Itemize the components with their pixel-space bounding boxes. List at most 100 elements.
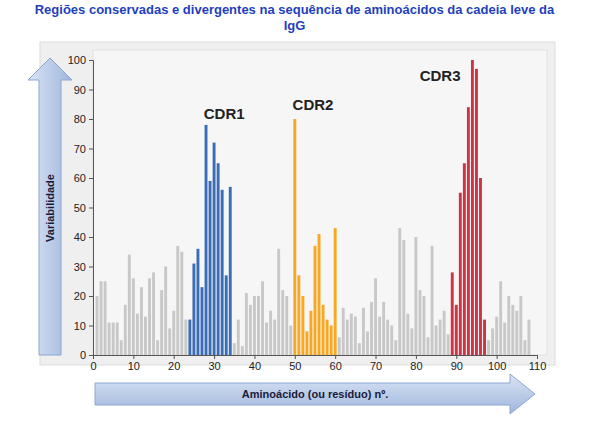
tick: 20 bbox=[74, 290, 93, 302]
tick: 80 bbox=[410, 355, 422, 372]
tick: 110 bbox=[529, 355, 547, 372]
bar bbox=[124, 305, 127, 355]
tick-label: 50 bbox=[74, 202, 86, 214]
tick-label: 60 bbox=[74, 172, 86, 184]
tick-mark bbox=[376, 355, 377, 359]
tick-mark bbox=[416, 355, 417, 359]
bar bbox=[515, 311, 518, 355]
axis-line bbox=[94, 356, 538, 360]
bar bbox=[277, 249, 280, 355]
bar bbox=[176, 246, 179, 355]
bar bbox=[342, 308, 345, 355]
tick-label: 10 bbox=[128, 360, 140, 372]
bar bbox=[168, 328, 171, 355]
tick-label: 90 bbox=[451, 360, 463, 372]
tick-label: 100 bbox=[68, 54, 86, 66]
bar bbox=[257, 296, 260, 355]
bar bbox=[301, 296, 304, 355]
bar bbox=[310, 311, 313, 355]
tick-mark bbox=[89, 90, 93, 91]
bar bbox=[418, 290, 421, 355]
tick-mark bbox=[456, 355, 457, 359]
tick: 10 bbox=[128, 355, 140, 372]
tick-label: 40 bbox=[74, 231, 86, 243]
bar bbox=[285, 296, 288, 355]
tick-label: 50 bbox=[289, 360, 301, 372]
tick: 70 bbox=[74, 143, 93, 155]
bar bbox=[414, 237, 417, 355]
bar bbox=[435, 326, 438, 356]
bar bbox=[350, 314, 353, 355]
tick-label: 20 bbox=[168, 360, 180, 372]
bar bbox=[523, 340, 526, 355]
bar bbox=[205, 125, 208, 355]
bar bbox=[378, 317, 381, 355]
bar bbox=[305, 331, 308, 355]
tick-label: 70 bbox=[370, 360, 382, 372]
bar bbox=[326, 320, 329, 355]
y-axis: 0102030405060708090100 bbox=[68, 54, 94, 361]
bar bbox=[519, 296, 522, 355]
bar bbox=[334, 228, 337, 355]
bar bbox=[241, 346, 244, 355]
bar bbox=[164, 267, 167, 356]
bar bbox=[318, 234, 321, 355]
tick-mark bbox=[89, 178, 93, 179]
tick-mark bbox=[93, 355, 94, 359]
bar bbox=[491, 328, 494, 355]
bar bbox=[410, 328, 413, 355]
tick-label: 110 bbox=[529, 360, 547, 372]
tick-mark bbox=[254, 355, 255, 359]
bar bbox=[116, 323, 119, 355]
bar bbox=[459, 193, 462, 355]
bar bbox=[527, 320, 530, 355]
bar bbox=[479, 178, 482, 355]
tick-mark bbox=[335, 355, 336, 359]
tick: 100 bbox=[488, 355, 506, 372]
bar bbox=[394, 340, 397, 355]
bar bbox=[104, 281, 107, 355]
bar bbox=[475, 69, 478, 355]
bar bbox=[265, 323, 268, 355]
annotation: CDR3 bbox=[420, 67, 461, 84]
bar bbox=[366, 331, 369, 355]
bar bbox=[128, 255, 131, 355]
bar bbox=[213, 143, 216, 355]
bar bbox=[455, 305, 458, 355]
bar bbox=[108, 323, 111, 355]
bar bbox=[406, 314, 409, 355]
bar bbox=[221, 190, 224, 355]
tick: 40 bbox=[74, 231, 93, 243]
tick: 80 bbox=[74, 113, 93, 125]
bar bbox=[511, 305, 514, 355]
tick-label: 40 bbox=[249, 360, 261, 372]
tick-mark bbox=[89, 267, 93, 268]
plot-background bbox=[93, 50, 547, 355]
tick-label: 90 bbox=[74, 84, 86, 96]
bar bbox=[237, 320, 240, 355]
tick: 30 bbox=[208, 355, 220, 372]
tick: 90 bbox=[74, 84, 93, 96]
plot-panel bbox=[40, 42, 555, 365]
bar bbox=[160, 290, 163, 355]
bar bbox=[423, 296, 426, 355]
bar bbox=[192, 264, 195, 355]
bars bbox=[96, 60, 531, 355]
bar bbox=[314, 246, 317, 355]
tick: 40 bbox=[249, 355, 261, 372]
bar bbox=[225, 275, 228, 355]
bar bbox=[249, 305, 252, 355]
tick-label: 20 bbox=[74, 290, 86, 302]
tick: 50 bbox=[74, 202, 93, 214]
bar bbox=[330, 326, 333, 356]
axis-line bbox=[89, 61, 94, 356]
x-label: Aminoácido (ou resíduo) nº. bbox=[242, 388, 388, 400]
bar bbox=[144, 317, 147, 355]
bar bbox=[156, 340, 159, 355]
bar bbox=[370, 302, 373, 355]
tick-mark bbox=[89, 119, 93, 120]
bar bbox=[443, 311, 446, 355]
bar bbox=[229, 187, 232, 355]
bar bbox=[293, 119, 296, 355]
bar bbox=[390, 326, 393, 356]
